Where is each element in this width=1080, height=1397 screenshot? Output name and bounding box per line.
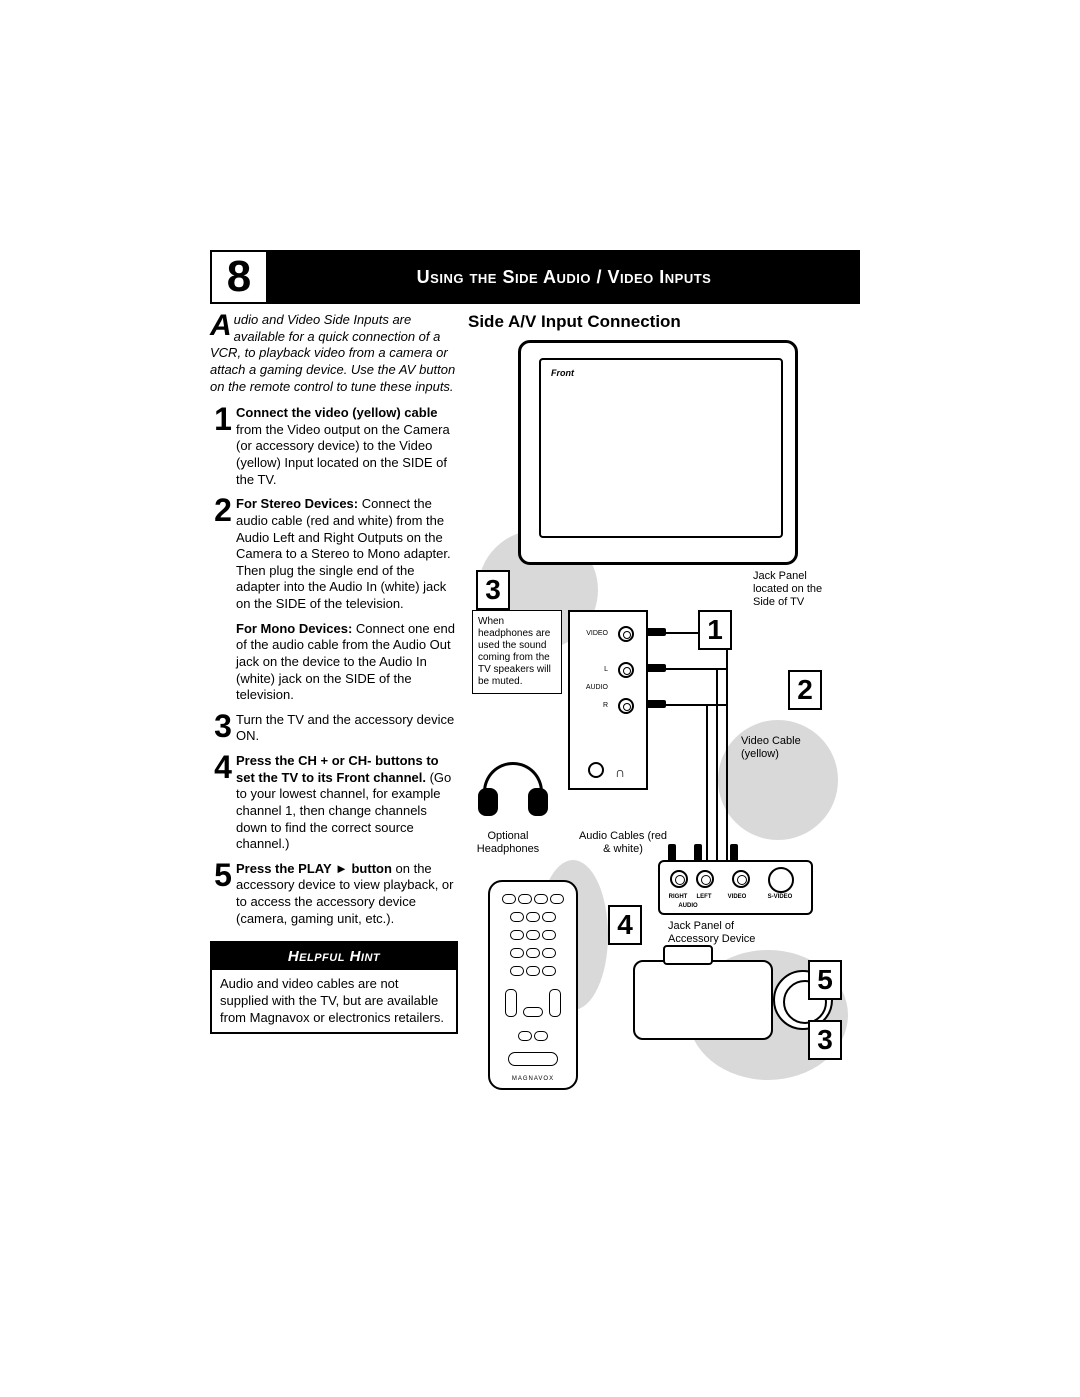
- callout-1: 1: [698, 610, 732, 650]
- cable-plug-icon: [646, 700, 666, 708]
- step-3: 3 Turn the TV and the accessory device O…: [210, 712, 458, 745]
- video-cable-label: Video Cable (yellow): [741, 735, 831, 761]
- step-bold: Connect the video (yellow) cable: [236, 405, 438, 420]
- diagram-column: Side A/V Input Connection Front Jack Pan…: [468, 312, 860, 1120]
- jack-panel-side-label: Jack Panel located on the Side of TV: [753, 570, 833, 610]
- headphone-jack-icon: [588, 762, 604, 778]
- step-bold: Press the CH + or CH- buttons to set the…: [236, 753, 439, 785]
- step-1: 1 Connect the video (yellow) cable from …: [210, 405, 458, 488]
- tv-illustration: Front: [518, 340, 798, 565]
- acc-audio-jack-icon: [696, 870, 714, 888]
- cable-plug-icon: [694, 844, 702, 862]
- audio-r-jack-icon: [618, 698, 634, 714]
- instructions-column: Audio and Video Side Inputs are availabl…: [210, 312, 458, 1120]
- step-bold: For Stereo Devices:: [236, 496, 362, 511]
- headphones-illustration: [478, 760, 548, 820]
- acc-video-label: VIDEO: [722, 894, 752, 900]
- cable-plug-icon: [646, 628, 666, 636]
- step-bold: For Mono Devices:: [236, 621, 356, 636]
- helpful-hint-box: Helpful Hint Audio and video cables are …: [210, 941, 458, 1034]
- acc-video-jack-icon: [732, 870, 750, 888]
- section-title: Using the Side Audio / Video Inputs: [268, 250, 860, 304]
- manual-page: 8 Using the Side Audio / Video Inputs Au…: [210, 250, 860, 1120]
- callout-3b: 3: [808, 1020, 842, 1060]
- audio-label: AUDIO: [586, 684, 608, 691]
- acc-audio-jack-icon: [670, 870, 688, 888]
- tv-screen: Front: [539, 358, 783, 538]
- tv-jack-panel: VIDEO L AUDIO R ∩: [568, 610, 648, 790]
- accessory-jack-panel: RIGHT LEFT AUDIO VIDEO S-VIDEO: [658, 860, 813, 915]
- acc-svideo-jack-icon: [768, 867, 794, 893]
- headphone-glyph-icon: ∩: [615, 764, 625, 780]
- step-number: 2: [210, 496, 236, 704]
- audio-l-jack-icon: [618, 662, 634, 678]
- callout-2: 2: [788, 670, 822, 710]
- step-text: from the Video output on the Camera (or …: [236, 422, 450, 487]
- acc-left-label: LEFT: [689, 894, 719, 900]
- diagram-subtitle: Side A/V Input Connection: [468, 312, 860, 332]
- acc-svideo-label: S-VIDEO: [760, 894, 800, 900]
- video-jack-icon: [618, 626, 634, 642]
- step-text: Connect the audio cable (red and white) …: [236, 496, 451, 611]
- cable-plug-icon: [668, 844, 676, 862]
- cable-plug-icon: [730, 844, 738, 862]
- hint-body: Audio and video cables are not supplied …: [212, 970, 456, 1032]
- intro-text: udio and Video Side Inputs are available…: [210, 312, 455, 394]
- step-2: 2 For Stereo Devices: Connect the audio …: [210, 496, 458, 704]
- cable-line: [716, 668, 718, 862]
- dropcap: A: [210, 312, 232, 339]
- audio-cables-label: Audio Cables (red & white): [578, 830, 668, 856]
- callout-3: 3: [476, 570, 510, 610]
- acc-audio-label: AUDIO: [673, 903, 703, 909]
- connection-diagram: Front Jack Panel located on the Side of …: [468, 340, 860, 1120]
- callout-5: 5: [808, 960, 842, 1000]
- page-number-box: 8: [210, 250, 268, 304]
- cable-line: [706, 704, 708, 862]
- step-5: 5 Press the PLAY ► button on the accesso…: [210, 861, 458, 928]
- audio-l-label: L: [604, 666, 608, 673]
- hint-title: Helpful Hint: [212, 943, 456, 970]
- headphones-label: Optional Headphones: [468, 830, 548, 856]
- callout-4: 4: [608, 905, 642, 945]
- cable-plug-icon: [646, 664, 666, 672]
- cable-line: [726, 632, 728, 862]
- step-number: 3: [210, 712, 236, 745]
- step-number: 4: [210, 753, 236, 853]
- headphone-note: When headphones are used the sound comin…: [472, 610, 562, 694]
- remote-brand-label: MAGNAVOX: [490, 1076, 576, 1082]
- header-row: 8 Using the Side Audio / Video Inputs: [210, 250, 860, 304]
- tv-front-label: Front: [551, 368, 574, 378]
- step-4: 4 Press the CH + or CH- buttons to set t…: [210, 753, 458, 853]
- camcorder-illustration: [633, 940, 823, 1060]
- step-number: 1: [210, 405, 236, 488]
- intro-paragraph: Audio and Video Side Inputs are availabl…: [210, 312, 458, 395]
- step-number: 5: [210, 861, 236, 928]
- audio-r-label: R: [603, 702, 608, 709]
- video-jack-label: VIDEO: [586, 630, 608, 637]
- remote-illustration: MAGNAVOX: [488, 880, 578, 1090]
- step-bold: Press the PLAY ► button: [236, 861, 396, 876]
- content-row: Audio and Video Side Inputs are availabl…: [210, 312, 860, 1120]
- step-text: Turn the TV and the accessory device ON.: [236, 712, 454, 744]
